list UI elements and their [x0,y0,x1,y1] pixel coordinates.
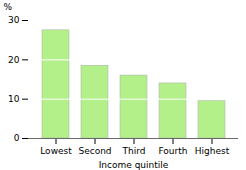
svg-text:Income quintile: Income quintile [99,160,169,170]
svg-text:10: 10 [8,94,20,104]
svg-text:Lowest: Lowest [40,146,72,156]
svg-text:Second: Second [78,146,111,156]
svg-text:30: 30 [8,15,20,25]
svg-text:20: 20 [8,55,20,65]
svg-text:Highest: Highest [195,146,230,156]
svg-text:0: 0 [14,133,20,143]
svg-text:Third: Third [122,146,146,156]
svg-text:Fourth: Fourth [159,146,188,156]
svg-text:%: % [4,2,13,12]
